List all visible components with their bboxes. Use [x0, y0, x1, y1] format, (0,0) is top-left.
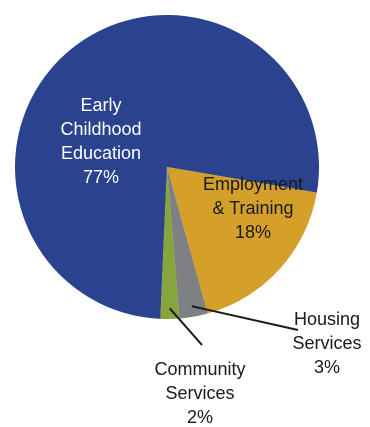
slice-label-housing-services: Housing Services 3%	[292, 309, 361, 377]
slice-label-line: Housing	[294, 309, 360, 329]
slice-label-line: 18%	[235, 222, 271, 242]
pie-slice-employment-training	[167, 167, 317, 314]
slice-label-line: 2%	[187, 407, 213, 427]
slice-label-line: 77%	[83, 167, 119, 187]
slice-label-line: & Training	[212, 198, 293, 218]
slice-label-line: 3%	[314, 357, 340, 377]
slice-label-line: Education	[61, 143, 141, 163]
slice-label-line: Employment	[203, 174, 303, 194]
slices-layer	[15, 15, 320, 320]
labels-layer: Early Childhood Education 77% Employment & Tr…	[60, 95, 361, 427]
pie-slice-housing-services	[167, 167, 208, 319]
slice-label-early-childhood-education: Early Childhood Education 77%	[60, 95, 141, 187]
slice-label-line: Services	[292, 333, 361, 353]
slice-label-line: Childhood	[60, 119, 141, 139]
leader-lines-layer	[168, 305, 299, 346]
slice-label-community-services: Community Services 2%	[154, 359, 245, 427]
slice-label-line: Community	[154, 359, 245, 379]
leader-line-community-services	[168, 307, 203, 346]
slice-label-line: Services	[165, 383, 234, 403]
pie-slice-early-childhood-education	[15, 15, 320, 319]
slice-label-employment-training: Employment & Training 18%	[203, 174, 303, 242]
leader-line-housing-services	[191, 305, 299, 331]
pie-slice-community-services	[160, 167, 180, 320]
slice-label-line: Early	[80, 95, 121, 115]
